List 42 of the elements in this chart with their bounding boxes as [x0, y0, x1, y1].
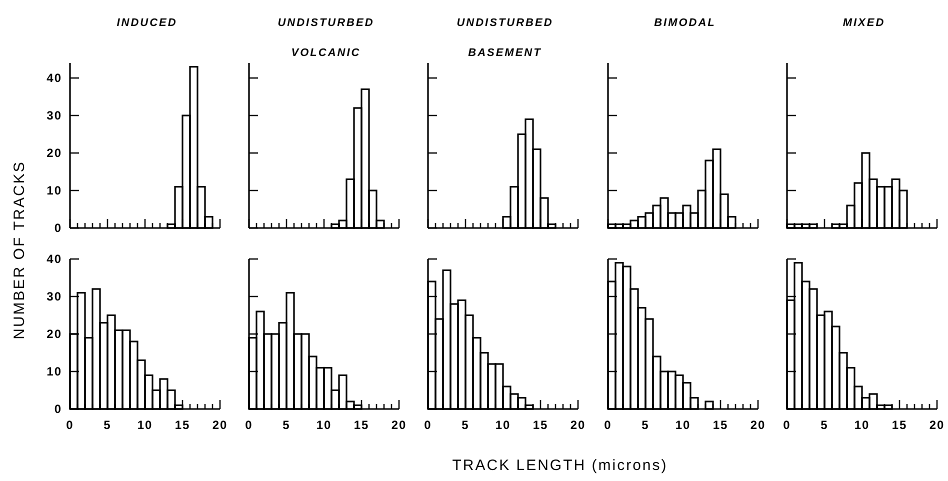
y-tick-label: 10: [46, 364, 62, 379]
x-tick-label: 5: [104, 418, 112, 432]
y-tick-label: 20: [46, 327, 62, 342]
y-tick-label: 20: [46, 146, 62, 160]
chart-title: BIMODAL: [654, 17, 716, 29]
y-tick-label: 30: [46, 108, 62, 123]
x-axis-title: TRACK LENGTH (microns): [452, 457, 668, 474]
x-tick-label: 15: [174, 418, 190, 432]
x-tick-label: 10: [854, 418, 870, 432]
y-tick-label: 40: [46, 71, 62, 86]
x-tick-label: 10: [495, 418, 511, 432]
x-tick-label: 20: [929, 418, 945, 432]
chart-title: UNDISTURBED BASEMENT: [456, 17, 554, 59]
y-tick-label: 40: [46, 252, 62, 266]
chart-title: INDUCED: [116, 17, 178, 29]
x-tick-label: 10: [137, 418, 153, 432]
x-tick-label: 0: [783, 418, 791, 432]
x-tick-label: 0: [604, 418, 612, 432]
y-axis-title: NUMBER OF TRACKS: [11, 160, 28, 340]
x-tick-label: 5: [282, 418, 290, 432]
x-tick-label: 20: [750, 418, 766, 432]
x-tick-label: 0: [424, 418, 432, 432]
x-tick-label: 20: [391, 418, 407, 432]
y-tick-label: 0: [54, 402, 62, 416]
x-tick-label: 5: [820, 418, 828, 432]
x-tick-label: 15: [712, 418, 728, 432]
y-tick-label: 30: [46, 290, 62, 304]
chart-title: MIXED: [842, 17, 886, 29]
x-tick-label: 15: [532, 418, 548, 432]
y-tick-label: 0: [54, 221, 62, 236]
chart-title: UNDISTURBED VOLCANIC: [278, 17, 374, 59]
x-tick-label: 5: [462, 418, 470, 432]
x-tick-label: 0: [66, 418, 74, 432]
x-tick-label: 20: [570, 418, 586, 432]
x-tick-label: 15: [354, 418, 370, 432]
x-tick-label: 15: [892, 418, 908, 432]
x-tick-label: 10: [316, 418, 332, 432]
x-tick-label: 5: [642, 418, 650, 432]
y-tick-label: 10: [46, 184, 62, 198]
x-tick-label: 10: [675, 418, 691, 432]
x-tick-label: 20: [212, 418, 228, 432]
x-tick-label: 0: [245, 418, 253, 432]
